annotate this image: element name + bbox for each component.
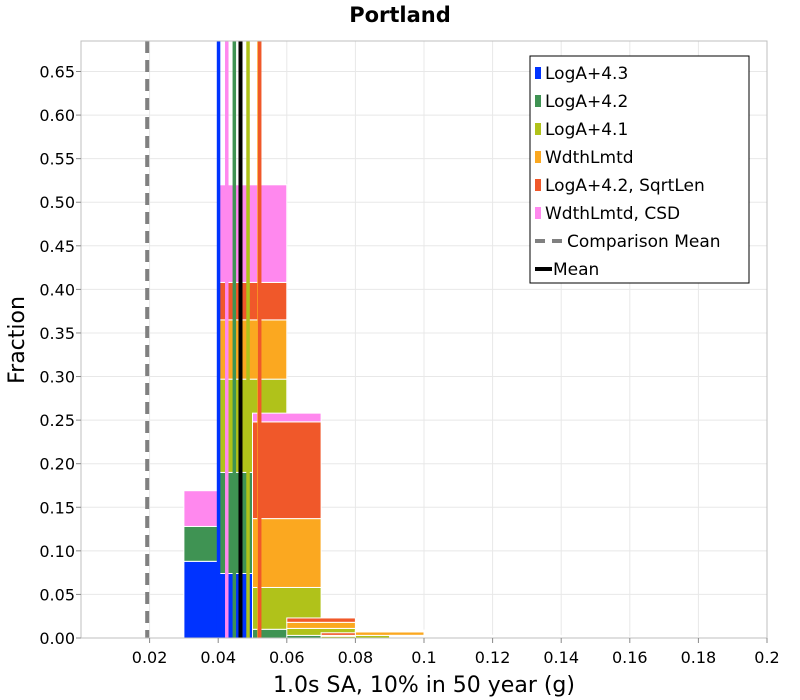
bar-loga-4-2-sqrtlen-bin-2 [252,421,322,520]
legend-label-loga-4-2-sqrtlen: LogA+4.2, SqrtLen [545,176,705,196]
legend-label-wdthlmtd: WdthLmtd [545,148,634,168]
y-tick-label-9: 0.45 [39,237,75,256]
x-tick-label-8: 0.18 [681,648,717,667]
legend-label-loga-4-3: LogA+4.3 [545,64,628,84]
legend-label-loga-4-1: LogA+4.1 [545,120,628,140]
y-tick-label-5: 0.25 [39,411,75,430]
x-tick-label-2: 0.06 [269,648,305,667]
x-axis-label: 1.0s SA, 10% in 50 year (g) [273,673,575,698]
legend: LogA+4.3 LogA+4.2 LogA+4.1 WdthLmtd LogA+4.2… [529,55,750,284]
chart-title: Portland [349,3,451,27]
bar-loga-4-2-sqrtlen-bin-3 [286,617,356,623]
x-axis-ticks: 0.02 0.04 0.06 0.08 0.1 0.12 0.14 0.16 0.18 0.2 [132,638,780,667]
y-tick-label-3: 0.15 [39,498,75,517]
y-tick-label-8: 0.40 [39,280,75,299]
y-tick-label-11: 0.55 [39,150,75,169]
x-tick-label-0: 0.02 [132,648,168,667]
y-tick-label-7: 0.35 [39,324,75,343]
bar-wdthlmtd-csd-bin-1 [217,184,288,283]
y-tick-label-13: 0.65 [39,63,75,82]
y-axis-ticks: 0.00 0.05 0.10 0.15 0.20 0.25 0.30 0.35 0.40 0.45… [39,63,81,648]
bar-wdthlmtd-bin-3 [286,621,356,629]
y-axis-label: Fraction [5,296,30,384]
legend-swatch-loga-4-3 [535,67,541,79]
y-tick-label-6: 0.30 [39,368,75,387]
bar-wdthlmtd-bin-1 [217,319,288,380]
legend-label-loga-4-2: LogA+4.2 [545,92,628,112]
legend-label-wdthlmtd-csd: WdthLmtd, CSD [545,204,680,224]
x-tick-label-6: 0.14 [543,648,579,667]
bar-wdthlmtd-bin-5 [354,631,425,636]
x-tick-label-4: 0.1 [411,648,436,667]
y-tick-label-0: 0.00 [39,629,75,648]
bar-loga-4-2-sqrtlen-bin-9 [492,634,562,637]
legend-swatch-loga-4-2 [535,95,541,107]
y-tick-label-12: 0.60 [39,106,75,125]
legend-swatch-loga-4-2-sqrtlen [535,179,541,191]
y-tick-label-2: 0.10 [39,542,75,561]
y-tick-label-10: 0.50 [39,193,75,212]
bar-wdthlmtd-csd-bin-2 [252,412,322,423]
x-tick-label-3: 0.08 [338,648,374,667]
legend-label-mean: Mean [553,260,599,280]
y-tick-label-1: 0.05 [39,585,75,604]
bar-wdthlmtd-bin-2 [252,518,322,588]
y-tick-label-4: 0.20 [39,455,75,474]
legend-swatch-loga-4-1 [535,123,541,135]
x-tick-label-1: 0.04 [200,648,236,667]
mean-lines [145,41,262,638]
x-tick-label-7: 0.16 [612,648,648,667]
legend-label-comparison-mean: Comparison Mean [567,232,721,252]
x-tick-label-9: 0.2 [754,648,779,667]
x-tick-label-5: 0.12 [475,648,511,667]
legend-box [529,55,750,284]
legend-swatch-wdthlmtd-csd [535,207,541,219]
legend-swatch-wdthlmtd [535,151,541,163]
bar-wdthlmtd-csd-bin-5 [354,629,425,632]
